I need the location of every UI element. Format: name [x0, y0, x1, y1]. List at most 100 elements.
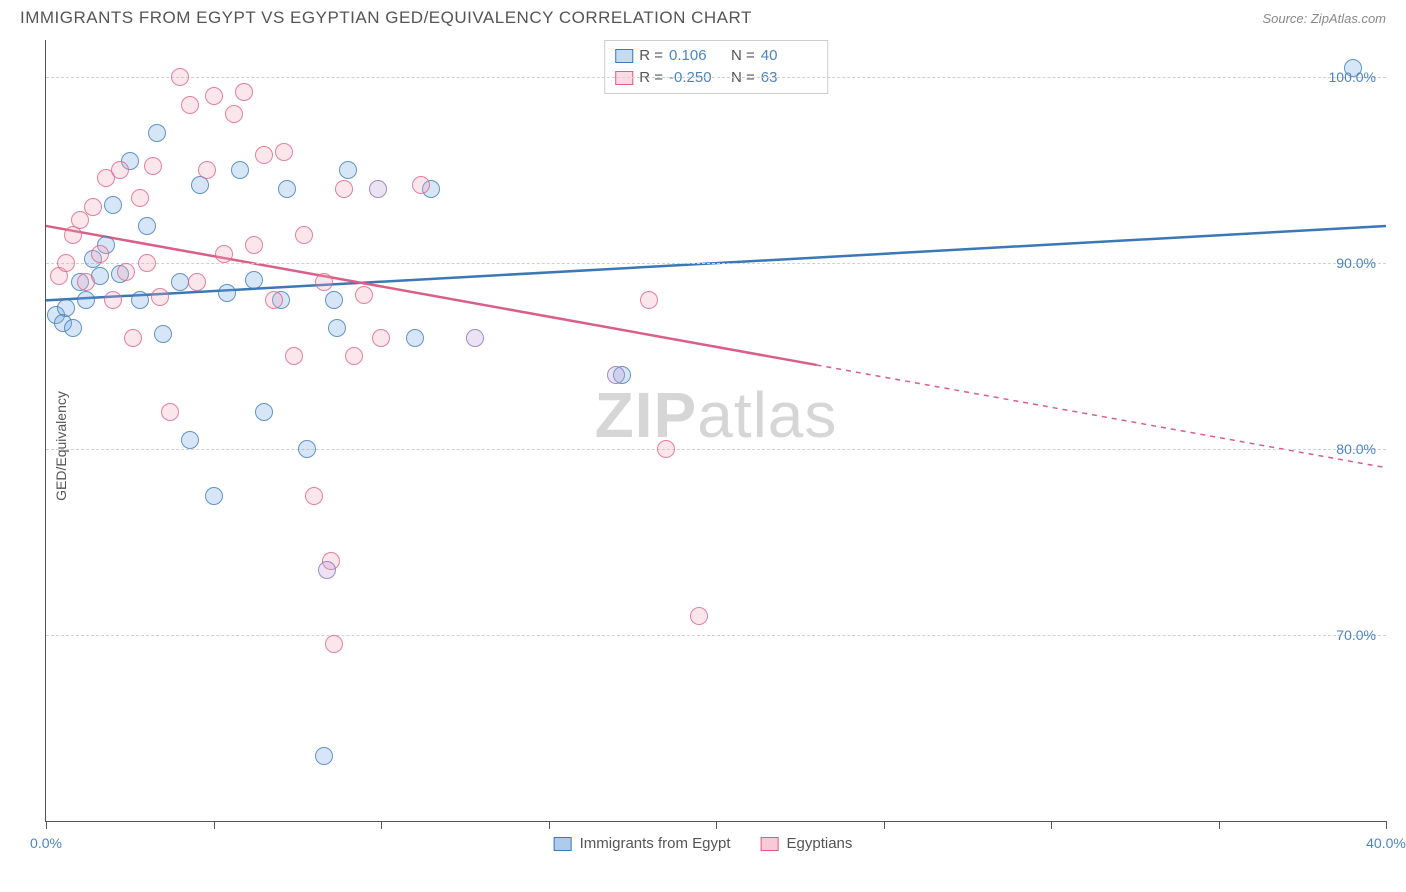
data-point [77, 291, 95, 309]
data-point [355, 286, 373, 304]
legend-stats-row: R =0.106N =40 [615, 45, 817, 67]
data-point [64, 319, 82, 337]
legend-label: Egyptians [787, 835, 853, 852]
gridline [46, 635, 1386, 636]
data-point [131, 291, 149, 309]
data-point [315, 747, 333, 765]
data-point [91, 245, 109, 263]
legend-swatch [554, 837, 572, 851]
data-point [154, 325, 172, 343]
data-point [215, 245, 233, 263]
x-tick [549, 821, 550, 829]
data-point [124, 329, 142, 347]
data-point [111, 161, 129, 179]
y-tick-label: 80.0% [1336, 441, 1376, 457]
data-point [205, 487, 223, 505]
legend-label: Immigrants from Egypt [580, 835, 731, 852]
data-point [161, 403, 179, 421]
data-point [372, 329, 390, 347]
legend-stats-box: R =0.106N =40R =-0.250N =63 [604, 40, 828, 94]
data-point [231, 161, 249, 179]
x-tick [1219, 821, 1220, 829]
data-point [71, 211, 89, 229]
source-attribution: Source: ZipAtlas.com [1262, 11, 1386, 26]
data-point [328, 319, 346, 337]
x-tick [1386, 821, 1387, 829]
data-point [255, 146, 273, 164]
legend-item: Egyptians [761, 835, 853, 852]
data-point [138, 254, 156, 272]
x-tick [214, 821, 215, 829]
data-point [278, 180, 296, 198]
x-tick [1051, 821, 1052, 829]
data-point [690, 607, 708, 625]
data-point [235, 83, 253, 101]
data-point [131, 189, 149, 207]
data-point [345, 347, 363, 365]
data-point [255, 403, 273, 421]
data-point [640, 291, 658, 309]
data-point [198, 161, 216, 179]
x-tick [381, 821, 382, 829]
data-point [295, 226, 313, 244]
legend-r-value: 0.106 [669, 45, 725, 67]
trend-lines [46, 40, 1386, 821]
data-point [218, 284, 236, 302]
data-point [117, 263, 135, 281]
data-point [285, 347, 303, 365]
chart-plot-area: ZIPatlas R =0.106N =40R =-0.250N =63 70.… [45, 40, 1386, 822]
data-point [369, 180, 387, 198]
data-point [104, 291, 122, 309]
data-point [406, 329, 424, 347]
data-point [315, 273, 333, 291]
trend-line-dashed [817, 365, 1387, 468]
gridline [46, 449, 1386, 450]
y-tick-label: 90.0% [1336, 255, 1376, 271]
data-point [265, 291, 283, 309]
data-point [325, 291, 343, 309]
data-point [335, 180, 353, 198]
x-tick-label: 40.0% [1366, 835, 1406, 851]
data-point [151, 288, 169, 306]
legend-r-label: R = [639, 45, 663, 67]
x-tick [46, 821, 47, 829]
data-point [181, 96, 199, 114]
data-point [245, 271, 263, 289]
data-point [466, 329, 484, 347]
data-point [171, 273, 189, 291]
legend-item: Immigrants from Egypt [554, 835, 731, 852]
data-point [325, 635, 343, 653]
data-point [205, 87, 223, 105]
data-point [77, 273, 95, 291]
data-point [245, 236, 263, 254]
data-point [318, 561, 336, 579]
data-point [57, 299, 75, 317]
gridline [46, 77, 1386, 78]
data-point [138, 217, 156, 235]
legend-swatch [615, 49, 633, 63]
y-tick-label: 70.0% [1336, 627, 1376, 643]
data-point [104, 196, 122, 214]
data-point [298, 440, 316, 458]
data-point [305, 487, 323, 505]
data-point [412, 176, 430, 194]
legend-n-value: 40 [761, 45, 817, 67]
data-point [607, 366, 625, 384]
x-tick [884, 821, 885, 829]
data-point [171, 68, 189, 86]
legend-bottom: Immigrants from Egypt Egyptians [554, 835, 853, 852]
data-point [1344, 59, 1362, 77]
gridline [46, 263, 1386, 264]
data-point [84, 198, 102, 216]
data-point [275, 143, 293, 161]
data-point [657, 440, 675, 458]
data-point [181, 431, 199, 449]
data-point [225, 105, 243, 123]
data-point [148, 124, 166, 142]
chart-title: IMMIGRANTS FROM EGYPT VS EGYPTIAN GED/EQ… [20, 8, 752, 28]
legend-swatch [761, 837, 779, 851]
x-tick [716, 821, 717, 829]
data-point [144, 157, 162, 175]
data-point [188, 273, 206, 291]
data-point [57, 254, 75, 272]
